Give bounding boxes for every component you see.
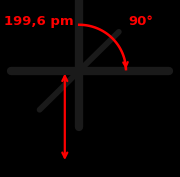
- Text: 90°: 90°: [128, 15, 153, 28]
- Text: 199,6 pm: 199,6 pm: [4, 15, 73, 28]
